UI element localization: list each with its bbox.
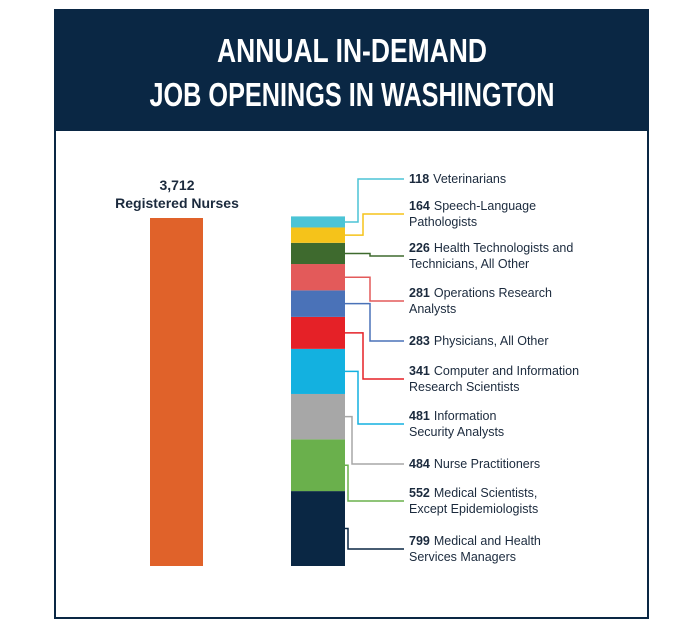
segment-name: Information (434, 409, 497, 423)
connector (345, 370, 404, 425)
header (55, 10, 648, 131)
chart-title: JOB OPENINGS IN WASHINGTON (150, 76, 555, 113)
segment-name: Physicians, All Other (434, 334, 549, 348)
stack-segment (291, 290, 345, 317)
segment-name: Services Managers (409, 550, 516, 564)
segment-name: Security Analysts (409, 425, 504, 439)
segment-name: Pathologists (409, 215, 477, 229)
segment-name: Medical Scientists, (434, 486, 538, 500)
segment-label: 283 Physicians, All Other (409, 334, 549, 348)
segment-label: 341 Computer and Information (409, 364, 579, 378)
segment-label: 481 Information (409, 409, 496, 423)
segment-name: Nurse Practitioners (434, 457, 540, 471)
segment-value: 341 (409, 364, 430, 378)
segment-name: Speech-Language (434, 199, 536, 213)
chart-title: ANNUAL IN-DEMAND (217, 32, 487, 69)
connector (345, 276, 404, 302)
stack-segment (291, 491, 345, 566)
segment-value: 484 (409, 457, 430, 471)
segment-name: Except Epidemiologists (409, 502, 538, 516)
segment-name: Medical and Health (434, 534, 541, 548)
connector (345, 213, 404, 236)
stack-segment (291, 227, 345, 243)
stack-segment (291, 264, 345, 291)
segment-label: 226 Health Technologists and (409, 241, 573, 255)
segment-value: 552 (409, 486, 430, 500)
segment-name: Analysts (409, 302, 456, 316)
stack-segment (291, 216, 345, 228)
segment-value: 118 (409, 172, 429, 186)
segment-label: 118 Veterinarians (409, 172, 506, 186)
segment-value: 164 (409, 199, 430, 213)
segment-value: 799 (409, 534, 430, 548)
segment-label: 164 Speech-Language (409, 199, 536, 213)
segment-name: Computer and Information (434, 364, 579, 378)
segment-name: Technicians, All Other (409, 257, 529, 271)
value-label: 3,712 (159, 177, 194, 193)
stack-segment (291, 393, 345, 440)
stack-segment (291, 316, 345, 349)
segment-value: 283 (409, 334, 430, 348)
segment-value: 226 (409, 241, 430, 255)
segment-name: Health Technologists and (434, 241, 573, 255)
stack-segment (291, 348, 345, 394)
segment-name: Research Scientists (409, 380, 519, 394)
segment-value: 281 (409, 286, 430, 300)
stack-segment (291, 242, 345, 265)
connector (345, 178, 404, 223)
segment-name: Operations Research (434, 286, 552, 300)
segment-value: 481 (409, 409, 430, 423)
connector (345, 527, 404, 550)
segment-name: Veterinarians (433, 172, 506, 186)
category-label: Registered Nurses (115, 195, 239, 211)
connector (345, 332, 404, 380)
stack-segment (291, 439, 345, 492)
connector (345, 464, 404, 502)
segment-label: 281 Operations Research (409, 286, 552, 300)
segment-label: 799 Medical and Health (409, 534, 541, 548)
connector (345, 302, 404, 342)
connector (345, 252, 404, 257)
bar (150, 218, 203, 566)
connector (345, 415, 404, 465)
segment-label: 484 Nurse Practitioners (409, 457, 540, 471)
segment-label: 552 Medical Scientists, (409, 486, 537, 500)
